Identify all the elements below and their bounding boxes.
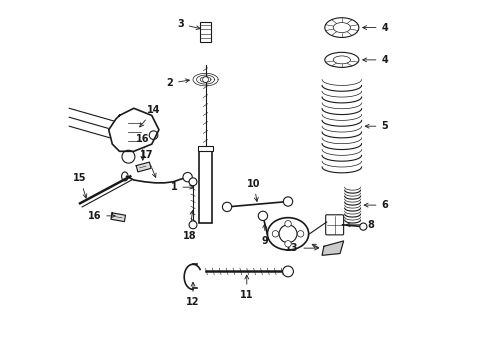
Text: 8: 8 xyxy=(346,220,374,230)
Polygon shape xyxy=(136,162,151,172)
Circle shape xyxy=(183,172,192,182)
Text: 4: 4 xyxy=(363,55,388,65)
Ellipse shape xyxy=(268,218,309,250)
Circle shape xyxy=(203,77,208,82)
Text: 16: 16 xyxy=(136,134,149,160)
FancyBboxPatch shape xyxy=(199,151,212,223)
Text: 11: 11 xyxy=(240,275,253,300)
Text: 4: 4 xyxy=(363,23,388,33)
Circle shape xyxy=(222,202,232,212)
Text: 9: 9 xyxy=(261,224,268,246)
Text: 18: 18 xyxy=(183,211,196,240)
Circle shape xyxy=(360,223,367,230)
Polygon shape xyxy=(111,213,125,222)
FancyBboxPatch shape xyxy=(197,146,214,151)
Polygon shape xyxy=(322,241,343,255)
Ellipse shape xyxy=(333,23,350,33)
Text: 6: 6 xyxy=(364,200,388,210)
Circle shape xyxy=(258,211,268,221)
Circle shape xyxy=(189,221,197,229)
Circle shape xyxy=(283,197,293,206)
Ellipse shape xyxy=(333,56,350,64)
Circle shape xyxy=(285,240,291,247)
Circle shape xyxy=(283,266,294,277)
Circle shape xyxy=(272,230,279,237)
Circle shape xyxy=(189,178,197,186)
Text: 15: 15 xyxy=(74,173,87,198)
FancyBboxPatch shape xyxy=(326,215,343,235)
FancyBboxPatch shape xyxy=(200,22,211,42)
Polygon shape xyxy=(109,108,159,151)
Text: 10: 10 xyxy=(247,179,261,202)
Circle shape xyxy=(285,221,291,227)
Text: 3: 3 xyxy=(177,19,200,30)
Text: 7: 7 xyxy=(312,244,331,257)
Text: 12: 12 xyxy=(186,282,200,307)
Text: 13: 13 xyxy=(285,243,318,253)
Text: 1: 1 xyxy=(171,182,194,192)
Text: 5: 5 xyxy=(365,121,388,131)
Circle shape xyxy=(297,230,304,237)
Text: 2: 2 xyxy=(166,78,189,88)
Text: 16: 16 xyxy=(88,211,115,221)
Text: 14: 14 xyxy=(140,105,160,127)
Text: 17: 17 xyxy=(140,150,156,177)
Circle shape xyxy=(279,225,297,243)
